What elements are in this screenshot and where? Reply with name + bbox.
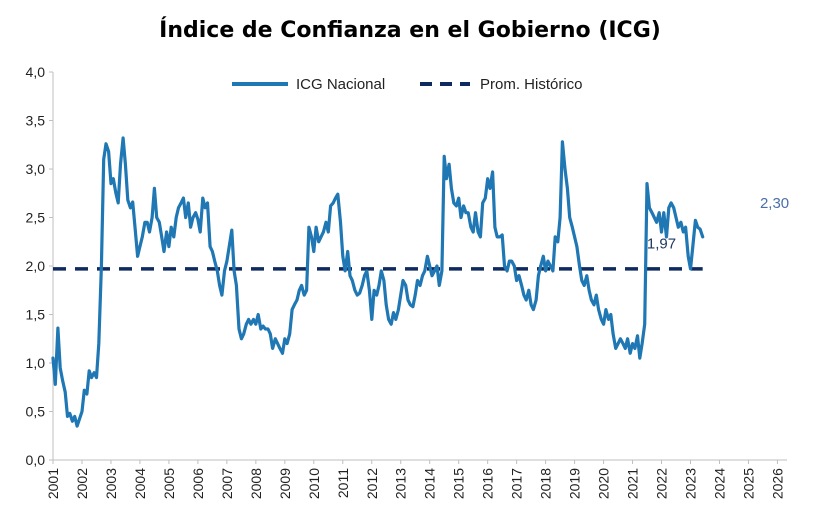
x-tick-label: 2022 [654, 468, 670, 499]
x-tick-label: 2006 [190, 468, 206, 499]
x-tick-label: 2024 [711, 468, 727, 499]
x-tick-label: 2016 [480, 468, 496, 499]
x-tick-label: 2014 [422, 468, 438, 499]
x-tick-label: 2023 [683, 468, 699, 499]
legend-label-icg: ICG Nacional [296, 76, 385, 93]
x-tick-label: 2008 [248, 468, 264, 499]
y-axis: 0,0 0,5 1,0 1,5 2,0 2,5 3,0 3,5 4,0 [26, 64, 54, 468]
y-tick-label: 1,0 [26, 355, 46, 371]
y-tick-label: 0,5 [26, 404, 46, 420]
y-tick-label: 4,0 [26, 64, 46, 80]
x-tick-label: 2021 [625, 468, 641, 499]
x-tick-label: 2004 [132, 468, 148, 499]
data-label: 2,30 [760, 195, 789, 212]
x-tick-label: 2015 [451, 468, 467, 499]
chart-title: Índice de Confianza en el Gobierno (ICG) [159, 18, 661, 43]
annotation-group: 1,97 2,30 [647, 195, 789, 253]
y-tick-label: 3,0 [26, 161, 46, 177]
legend-label-average: Prom. Histórico [480, 76, 583, 93]
y-tick-label: 2,5 [26, 210, 46, 226]
x-tick-label: 2001 [45, 468, 61, 499]
series-group [51, 136, 705, 428]
x-tick-label: 2017 [509, 468, 525, 499]
x-tick-label: 2002 [74, 468, 90, 499]
x-tick-label: 2019 [567, 468, 583, 499]
x-tick-label: 2013 [393, 468, 409, 499]
x-tick-label: 2020 [596, 468, 612, 499]
y-tick-label: 3,5 [26, 113, 46, 129]
x-tick-label: 2005 [161, 468, 177, 499]
data-label: 1,97 [647, 236, 676, 253]
x-tick-label: 2003 [103, 468, 119, 499]
x-tick-label: 2009 [277, 468, 293, 499]
y-tick-label: 0,0 [26, 452, 46, 468]
y-tick-label: 2,0 [26, 258, 46, 274]
x-tick-label: 2018 [538, 468, 554, 499]
x-tick-label: 2026 [769, 468, 785, 499]
y-tick-label: 1,5 [26, 307, 46, 323]
icg-nacional-line [51, 136, 705, 428]
x-tick-label: 2007 [219, 468, 235, 499]
x-tick-label: 2025 [740, 468, 756, 499]
x-axis: 2001 2002 2003 2004 2005 2006 2007 2008 2009 2010… [45, 459, 787, 499]
x-tick-label: 2010 [306, 468, 322, 499]
x-tick-label: 2011 [335, 468, 351, 498]
x-tick-label: 2012 [364, 468, 380, 499]
legend: ICG Nacional Prom. Histórico [232, 76, 583, 93]
